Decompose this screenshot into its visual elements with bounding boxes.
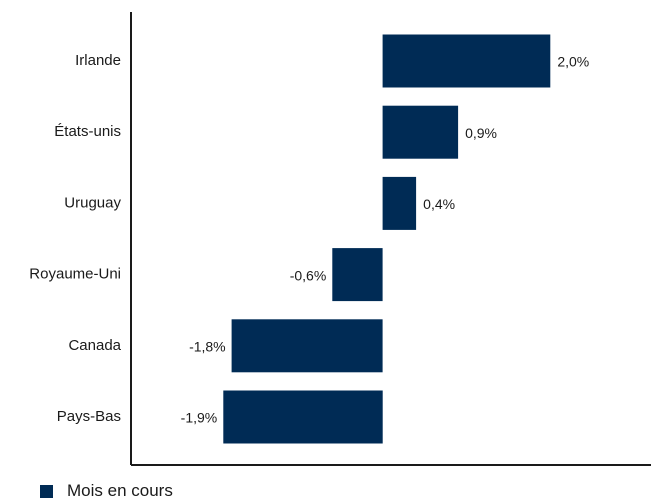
category-label: Pays-Bas (57, 408, 121, 425)
bar-3 (332, 248, 383, 302)
bar-4 (231, 319, 383, 373)
category-label: Royaume-Uni (29, 266, 121, 283)
legend-label: Mois en cours (67, 481, 173, 500)
bar-2 (382, 176, 417, 230)
category-label: Irlande (75, 52, 121, 69)
bar-1 (382, 105, 459, 159)
value-label: 0,9% (465, 125, 497, 141)
value-label: -0,6% (290, 267, 327, 283)
value-label: -1,9% (181, 410, 218, 426)
category-label: Canada (68, 337, 121, 354)
bar-5 (223, 390, 383, 444)
value-label: -1,8% (189, 339, 226, 355)
legend-swatch (40, 484, 53, 498)
legend: Mois en cours (40, 481, 173, 501)
bar-0 (382, 34, 551, 88)
bars: Irlande 2,0% États-unis 0,9% Uruguay 0,4% Roya… (29, 34, 589, 444)
value-label: 2,0% (557, 54, 589, 70)
category-label: Uruguay (64, 194, 121, 211)
value-label: 0,4% (423, 196, 455, 212)
category-label: États-unis (54, 123, 121, 140)
